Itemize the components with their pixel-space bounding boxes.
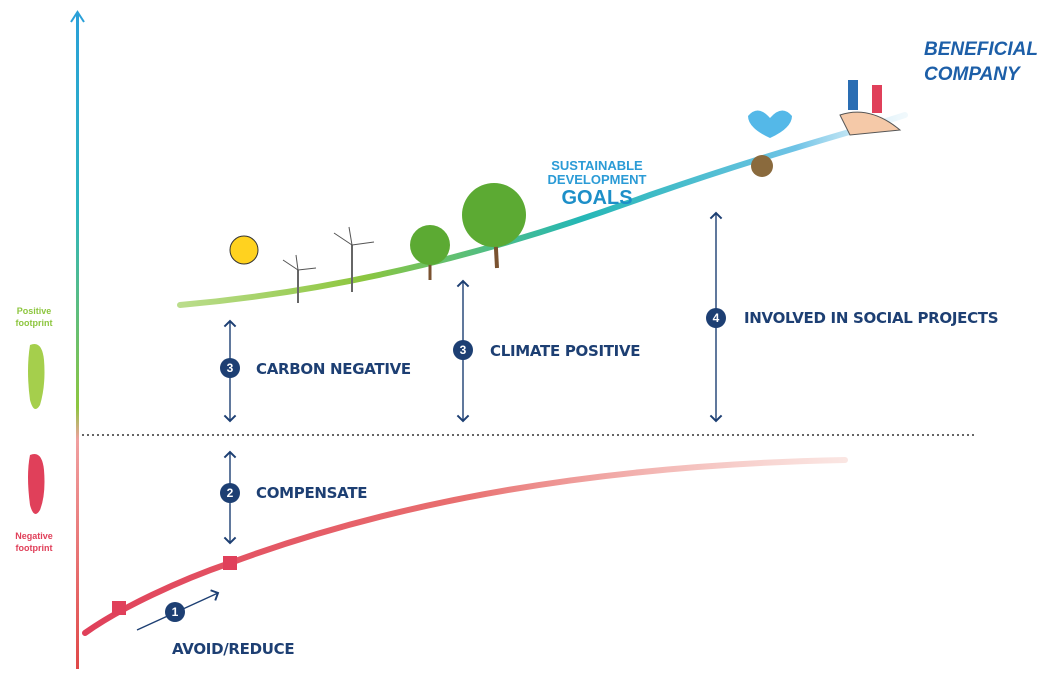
positive-label: Positive footprint	[16, 306, 53, 328]
marker	[112, 601, 126, 615]
step-number: 1	[172, 605, 179, 619]
positive-curve	[177, 112, 908, 308]
illustrations	[229, 80, 902, 303]
step-label: CLIMATE POSITIVE	[490, 342, 640, 360]
step-badges	[165, 308, 726, 622]
step-number: 2	[227, 486, 234, 500]
step-label: INVOLVED IN SOCIAL PROJECTS	[744, 309, 998, 327]
green-footprint	[28, 344, 45, 409]
step-number: 4	[713, 311, 720, 325]
step-label: AVOID/REDUCE	[172, 640, 294, 658]
sdg-logo: SUSTAINABLE DEVELOPMENT GOALS	[548, 158, 647, 209]
marker	[223, 556, 237, 570]
step-number: 3	[227, 361, 234, 375]
step-label: CARBON NEGATIVE	[256, 360, 411, 378]
negative-curve	[82, 457, 848, 636]
red-footprint	[28, 454, 45, 514]
goal-title: BENEFICIAL COMPANY	[924, 39, 1038, 85]
step-number: 3	[460, 343, 467, 357]
negative-label: Negative footprint	[15, 531, 53, 553]
step-label: COMPENSATE	[256, 484, 367, 502]
axis	[70, 10, 975, 669]
